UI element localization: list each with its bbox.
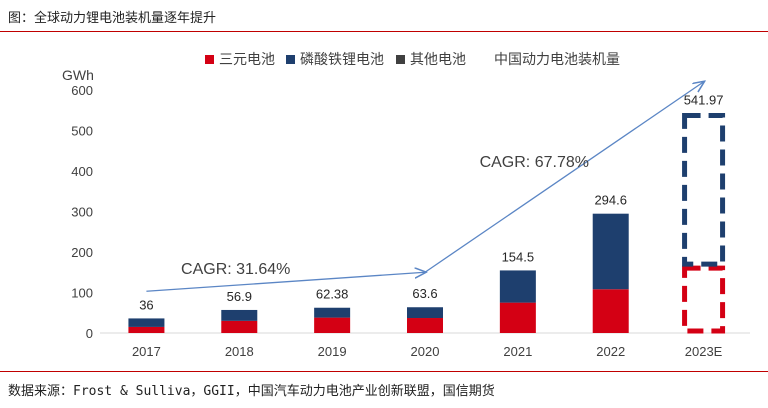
figure-title: 图：全球动力锂电池装机量逐年提升 — [8, 11, 217, 26]
legend-label-0: 三元电池 — [219, 51, 275, 67]
data-label-total: 63.6 — [412, 286, 437, 301]
y-tick-label: 200 — [71, 245, 93, 260]
bar-segment-0 — [128, 326, 165, 333]
data-label-total: 56.9 — [227, 289, 252, 304]
y-tick-label: 600 — [71, 83, 93, 98]
data-label-total: 154.5 — [502, 249, 535, 264]
y-axis: 0 100 200 300 400 500 600 — [71, 83, 93, 341]
legend-label-total: 中国动力电池装机量 — [494, 51, 620, 67]
x-tick-label: 2019 — [318, 344, 347, 359]
bar-segment-forecast-1 — [682, 112, 726, 267]
y-tick-label: 400 — [71, 164, 93, 179]
bar-segment-1 — [128, 318, 165, 327]
annotations: CAGR: 31.64% CAGR: 67.78% — [146, 82, 704, 292]
y-tick-label: 300 — [71, 205, 93, 220]
cagr-arrow-1 — [424, 82, 704, 273]
x-axis: 2017 2018 2019 2020 2021 2022 2023E — [132, 344, 723, 359]
chart: 三元电池 磷酸铁锂电池 其他电池 中国动力电池装机量 GWh 0 100 200 300 40… — [62, 51, 750, 359]
bar-segment-0 — [314, 317, 351, 333]
y-tick-label: 500 — [71, 124, 93, 139]
legend: 三元电池 磷酸铁锂电池 其他电池 中国动力电池装机量 — [205, 51, 620, 67]
legend-label-1: 磷酸铁锂电池 — [300, 51, 384, 67]
legend-label-2: 其他电池 — [410, 51, 466, 67]
legend-swatch-2 — [396, 55, 405, 64]
bar-segment-1 — [407, 307, 443, 319]
bar-segment-0 — [221, 320, 258, 333]
cagr-label-1: CAGR: 67.78% — [480, 154, 589, 171]
x-tick-label: 2020 — [411, 344, 440, 359]
data-label-total: 62.38 — [316, 287, 349, 302]
x-tick-label: 2021 — [503, 344, 532, 359]
y-tick-label: 100 — [71, 286, 93, 301]
cagr-arrow-0 — [146, 272, 425, 292]
title-divider — [0, 31, 768, 32]
y-tick-label: 0 — [86, 326, 93, 341]
y-axis-label: GWh — [62, 67, 94, 83]
footer-divider — [0, 371, 768, 372]
bars: 36 56.9 62.38 63.6 154.5 294.6 541.97 — [128, 92, 726, 334]
bar-segment-1 — [592, 213, 629, 290]
x-tick-label: 2018 — [225, 344, 254, 359]
x-tick-label: 2017 — [132, 344, 161, 359]
source-note: 数据来源：Frost & Sulliva，GGII，中国汽车动力电池产业创新联盟… — [8, 384, 495, 399]
x-tick-label: 2022 — [596, 344, 625, 359]
data-label-total: 294.6 — [594, 193, 627, 208]
data-label-total: 36 — [139, 297, 153, 312]
legend-swatch-1 — [286, 55, 295, 64]
legend-swatch-0 — [205, 55, 214, 64]
bar-segment-0 — [592, 289, 629, 333]
bar-segment-1 — [221, 309, 258, 321]
data-label-total: 541.97 — [684, 92, 724, 107]
bar-segment-1 — [499, 270, 536, 303]
bar-segment-0 — [499, 302, 536, 333]
cagr-label-0: CAGR: 31.64% — [181, 261, 290, 278]
bar-segment-0 — [407, 318, 443, 333]
x-tick-label: 2023E — [685, 344, 723, 359]
bar-segment-forecast-0 — [682, 265, 726, 334]
bar-segment-1 — [314, 307, 351, 318]
